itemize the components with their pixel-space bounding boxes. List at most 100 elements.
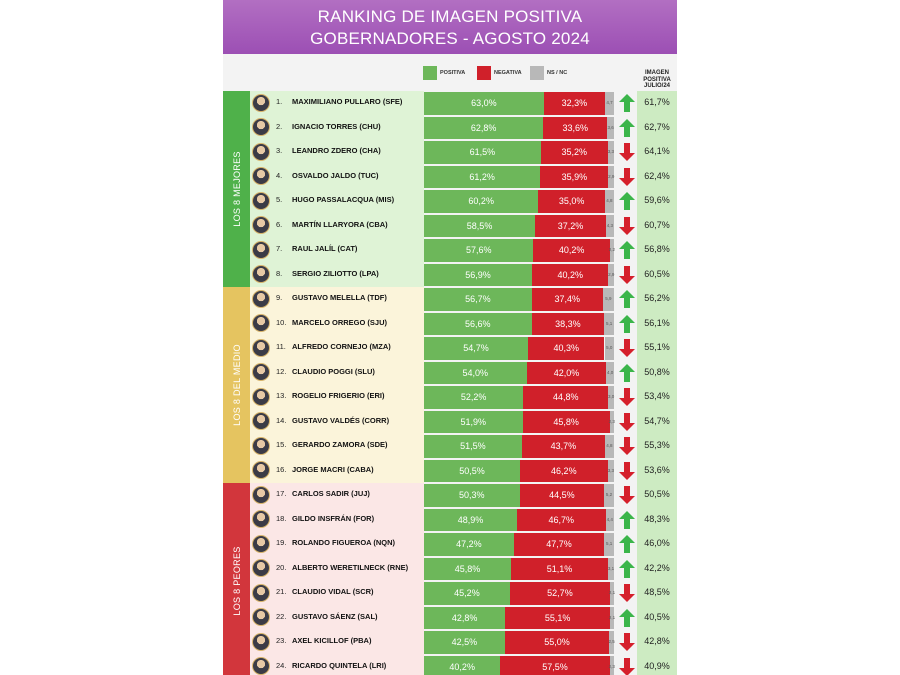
negative-value-label: 37,4% — [554, 294, 580, 304]
table-row: 22. GUSTAVO SÁENZ (SAL) 42,8% 55,1% 2,1 40,5% — [223, 605, 677, 630]
julio-value: 46,0% — [644, 538, 670, 548]
bar-negative — [543, 116, 608, 139]
arrow-up-icon — [619, 290, 635, 308]
table-row: 21. CLAUDIO VIDAL (SCR) 45,2% 52,7% 2,1 48,5% — [223, 581, 677, 606]
julio-value: 53,4% — [644, 391, 670, 401]
julio-value-cell: 55,3% — [637, 434, 677, 459]
bar-ns — [608, 386, 614, 409]
governor-name: GUSTAVO MELELLA (TDF) — [292, 293, 387, 302]
negative-value-label: 45,8% — [553, 416, 579, 427]
bar-positive — [424, 312, 532, 335]
rank-label: 9. — [276, 293, 283, 302]
bar-ns — [607, 141, 614, 164]
ns-value-label: 2,3 — [608, 663, 615, 669]
positive-value-label: 61,2% — [469, 171, 495, 182]
positive-value-label: 50,5% — [459, 465, 485, 476]
julio-value-cell: 56,1% — [637, 311, 677, 336]
julio-value: 50,5% — [644, 489, 670, 499]
rank-label: 5. — [276, 195, 283, 204]
governor-name: ROGELIO FRIGERIO (ERI) — [292, 391, 385, 400]
bar-positive — [424, 165, 541, 188]
julio-header-line2: POSITIVA — [643, 76, 671, 83]
julio-value: 53,6% — [644, 464, 670, 475]
avatar — [252, 363, 270, 381]
bar-negative — [533, 239, 610, 262]
governor-name: MARCELO ORREGO (SJU) — [292, 317, 388, 327]
bar-positive — [424, 631, 505, 654]
governor-name: AXEL KICILLOF (PBA) — [292, 636, 372, 645]
rank-label: 22. — [276, 611, 287, 621]
bar-stack: 54,7% 40,3% 5,0 — [424, 337, 614, 360]
bar-stack: 61,5% 35,2% 3,3 — [424, 141, 614, 164]
rank-label: 3. — [276, 146, 283, 155]
positive-value-label: 50,3% — [459, 490, 485, 500]
bar-negative — [527, 337, 605, 360]
group-background-2 — [250, 287, 424, 483]
bar-negative — [543, 92, 606, 115]
bar-ns — [608, 557, 614, 580]
bar-ns — [602, 288, 614, 311]
ns-value-label: 3,6 — [607, 124, 614, 130]
julio-value: 42,8% — [644, 636, 670, 646]
negative-value-label: 47,7% — [546, 539, 572, 549]
bar-stack: 40,2% 57,5% 2,3 — [424, 655, 615, 675]
julio-value-cell: 54,7% — [637, 409, 677, 434]
group-band-3: LOS 8 PEORES — [223, 483, 250, 675]
avatar — [252, 559, 270, 577]
negative-value-label: 35,2% — [561, 147, 588, 157]
bar-positive — [424, 361, 527, 384]
governor-name: OSVALDO JALDO (TUC) — [292, 170, 379, 180]
julio-value: 55,1% — [644, 342, 670, 352]
bar-stack: 62,8% 33,6% 3,6 — [424, 116, 614, 139]
avatar — [252, 534, 270, 553]
julio-value-cell: 62,7% — [637, 115, 677, 140]
arrow-up-icon — [619, 535, 635, 553]
avatar — [252, 583, 270, 602]
table-row: 23. AXEL KICILLOF (PBA) 42,5% 55,0% 2,5 42,8% — [223, 630, 677, 655]
governor-name: MAXIMILIANO PULLARO (SFE) — [292, 97, 403, 106]
ranking-panel: RANKING DE IMAGEN POSITIVA GOBERNADORES … — [223, 0, 677, 675]
governor-name: ROLANDO FIGUEROA (NQN) — [292, 538, 396, 547]
table-row: 20. ALBERTO WERETILNECK (RNE) 45,8% 51,1% 3,… — [223, 556, 677, 581]
julio-value-cell: 50,5% — [637, 483, 677, 508]
positive-value-label: 56,9% — [465, 269, 491, 280]
positive-value-label: 58,5% — [466, 220, 493, 231]
group-background-1 — [250, 91, 424, 287]
rank-label: 13. — [276, 391, 287, 400]
bar-stack: 58,5% 37,2% 4,3 — [424, 214, 614, 237]
bar-positive — [424, 533, 514, 556]
avatar — [252, 632, 270, 651]
positive-value-label: 62,8% — [470, 122, 497, 133]
bar-ns — [609, 239, 614, 262]
bar-negative — [538, 190, 605, 213]
bar-ns — [608, 165, 614, 188]
table-row: 14. GUSTAVO VALDÉS (CORR) 51,9% 45,8% 2,3 54,… — [223, 409, 677, 434]
bar-stack: 56,9% 40,2% 2,9 — [424, 263, 614, 286]
negative-value-label: 37,2% — [557, 220, 584, 231]
bar-positive — [424, 386, 524, 409]
bar-positive — [424, 214, 536, 237]
legend-label-negative: NEGATIVA — [494, 70, 522, 76]
rank-label: 11. — [276, 342, 286, 351]
julio-value: 56,8% — [644, 244, 670, 254]
ns-value-label: 2,3 — [608, 418, 615, 424]
bar-ns — [604, 337, 614, 360]
bar-ns — [609, 655, 614, 675]
julio-value-cell: 60,7% — [637, 213, 677, 238]
bar-stack: 52,2% 44,8% 3,0 — [424, 386, 614, 409]
bar-stack: 51,9% 45,8% 2,3 — [424, 410, 615, 433]
arrow-down-icon — [619, 339, 635, 357]
bar-negative — [516, 508, 606, 531]
negative-value-label: 55,0% — [544, 637, 570, 647]
bar-stack: 54,0% 42,0% 4,0 — [424, 361, 614, 384]
bar-stack: 56,6% 38,3% 5,1 — [424, 312, 614, 335]
bar-ns — [607, 116, 614, 139]
bar-positive — [424, 459, 520, 482]
bar-ns — [606, 361, 614, 384]
legend-label-positive: POSITIVA — [440, 70, 466, 76]
rank-label: 10. — [276, 317, 287, 327]
governor-name: ALFREDO CORNEJO (MZA) — [292, 342, 391, 351]
arrow-up-icon — [619, 241, 635, 259]
avatar — [252, 93, 270, 112]
bar-negative — [535, 214, 606, 237]
